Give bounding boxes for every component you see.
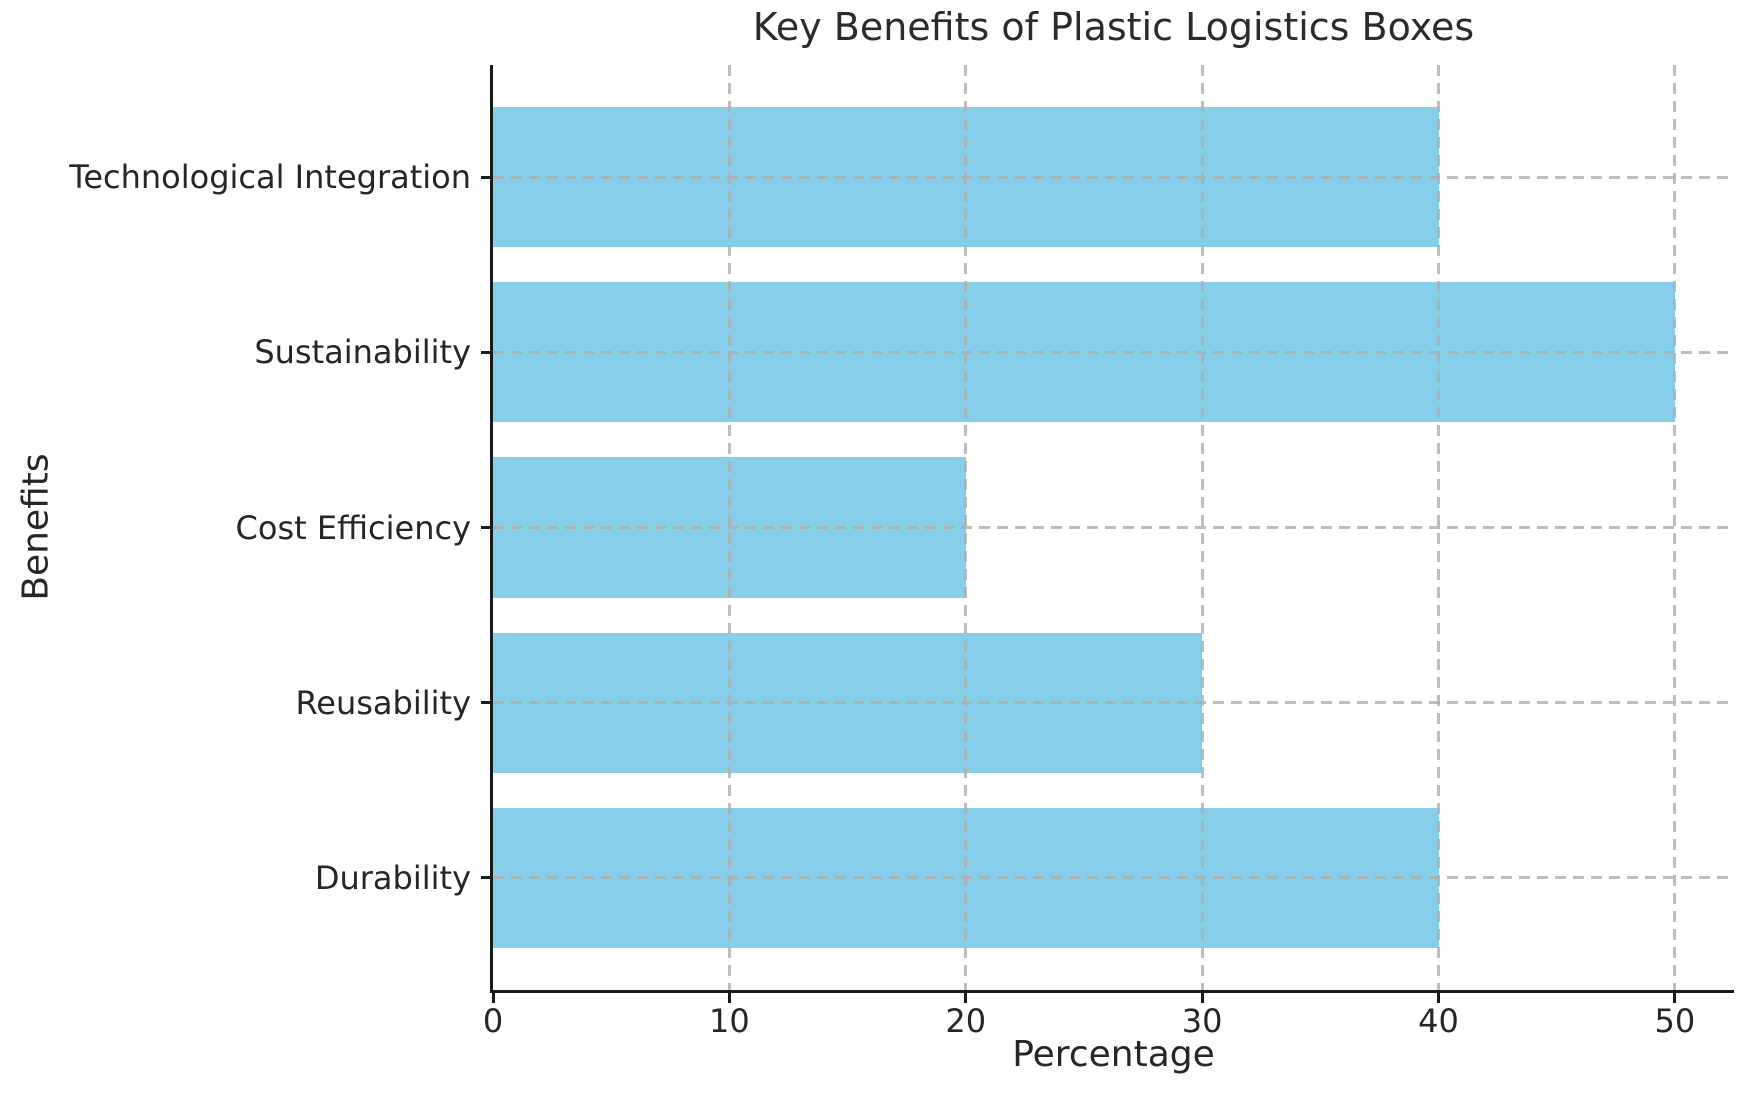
x-tick-label: 0 bbox=[482, 1002, 504, 1040]
x-tick-label: 30 bbox=[1181, 1002, 1223, 1040]
y-gridline bbox=[493, 701, 1734, 705]
y-gridline bbox=[493, 350, 1734, 354]
y-tick bbox=[481, 350, 493, 354]
x-tick bbox=[1437, 990, 1441, 1003]
x-tick-label: 40 bbox=[1418, 1002, 1459, 1040]
y-gridline bbox=[493, 175, 1734, 179]
x-tick bbox=[727, 990, 731, 1003]
x-axis-spine bbox=[490, 990, 1734, 993]
x-tick bbox=[491, 990, 495, 1003]
category-label: Cost Efficiency bbox=[235, 508, 471, 547]
chart-title: Key Benefits of Plastic Logistics Boxes bbox=[752, 5, 1475, 49]
x-tick bbox=[1200, 990, 1204, 1003]
y-tick bbox=[481, 526, 493, 529]
category-label: Sustainability bbox=[254, 333, 471, 372]
category-label: Durability bbox=[314, 858, 471, 897]
x-tick-label: 10 bbox=[709, 1002, 750, 1040]
x-tick-label: 20 bbox=[945, 1002, 987, 1040]
y-gridline bbox=[493, 876, 1734, 880]
x-tick bbox=[1673, 990, 1677, 1003]
y-axis-label: Benefits bbox=[15, 453, 57, 601]
y-tick bbox=[481, 175, 493, 179]
x-axis-label: Percentage bbox=[1012, 1034, 1215, 1075]
y-axis-spine bbox=[490, 65, 493, 993]
y-tick bbox=[481, 876, 493, 880]
category-label: Reusability bbox=[295, 683, 471, 722]
category-label: Technological Integration bbox=[69, 158, 471, 197]
y-tick bbox=[481, 701, 493, 705]
x-tick bbox=[964, 990, 968, 1003]
y-gridline bbox=[493, 526, 1734, 529]
plot-area: 0 10 20 30 40 50 Technological Integration Sust… bbox=[69, 65, 1734, 1037]
x-tick-label: 50 bbox=[1654, 1002, 1696, 1040]
